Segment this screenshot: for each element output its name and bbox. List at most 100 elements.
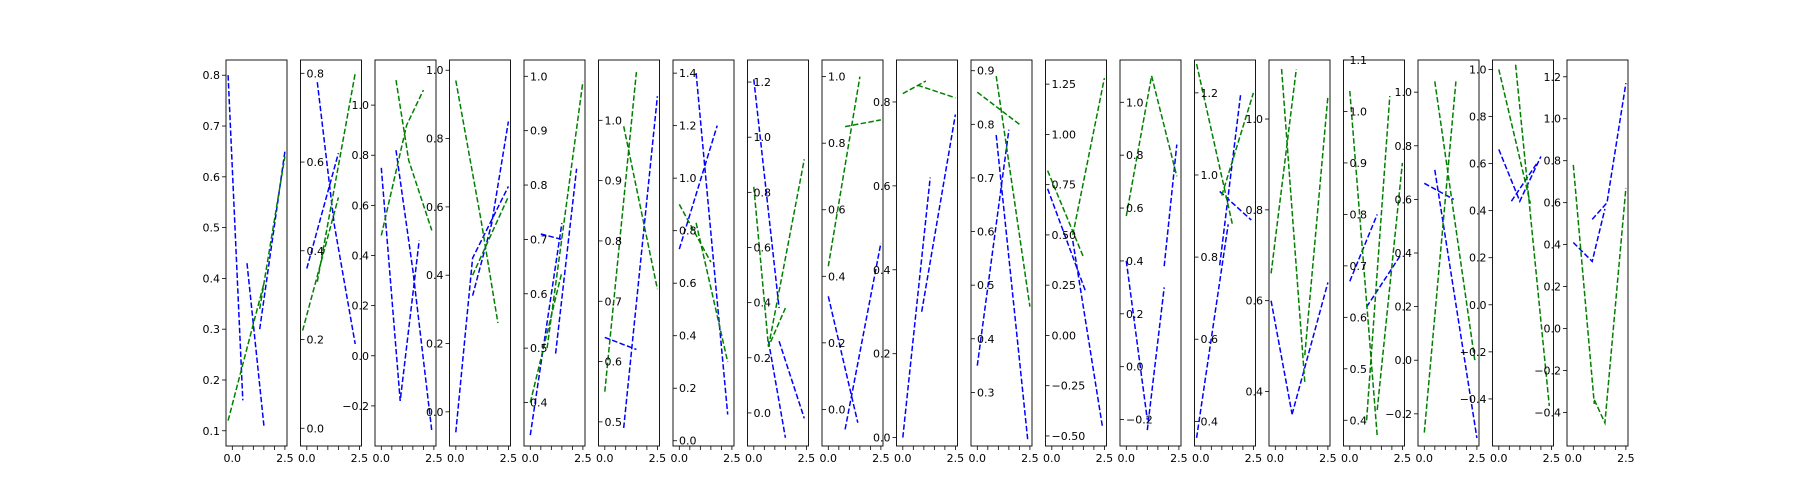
series-line-blue xyxy=(1195,224,1229,438)
series-line-green xyxy=(827,76,861,267)
y-tick-label: 0.5 xyxy=(203,222,221,235)
axes-frame xyxy=(374,59,437,447)
y-tick-label: 0.6 xyxy=(426,201,444,214)
y-tick-label: −0.4 xyxy=(1534,406,1561,419)
axes-frame xyxy=(747,59,809,447)
series-line-green xyxy=(604,72,638,392)
y-tick-label: 1.0 xyxy=(828,71,846,84)
y-tick-label: 0.4 xyxy=(1469,205,1487,218)
axes-frame xyxy=(1194,59,1256,447)
x-tick-label: 0.0 xyxy=(1192,452,1210,465)
y-tick-label: 1.0 xyxy=(1544,113,1562,126)
y-tick-label: 0.8 xyxy=(307,67,325,80)
series-line-blue xyxy=(1072,240,1104,427)
y-tick-label: −0.2 xyxy=(1534,364,1561,377)
x-tick-label: 2.5 xyxy=(1468,452,1486,465)
series-line-green xyxy=(767,159,806,347)
series-line-green xyxy=(395,79,433,231)
y-tick-label: 0.0 xyxy=(307,422,325,435)
y-tick-label: 0.4 xyxy=(307,245,325,258)
subplot-3: 0.0 2.5 −0.2 0.0 0.2 0.4 0.6 0.8 1.0 xyxy=(342,59,443,465)
y-tick-label: 0.6 xyxy=(1395,193,1413,206)
axes-frame xyxy=(523,59,586,447)
series-line-green xyxy=(1304,96,1329,356)
y-tick-label: 0.9 xyxy=(605,175,623,188)
x-tick-label: 2.5 xyxy=(1245,452,1263,465)
y-tick-label: 1.0 xyxy=(426,64,444,77)
x-tick-label: 2.5 xyxy=(276,452,294,465)
y-tick-label: 0.50 xyxy=(1052,229,1077,242)
series-line-green xyxy=(753,186,787,348)
series-line-green xyxy=(1349,90,1378,436)
y-tick-label: 0.75 xyxy=(1052,179,1077,192)
y-tick-label: 0.2 xyxy=(1126,308,1144,321)
series-line-green xyxy=(902,80,927,95)
y-tick-label: 0.6 xyxy=(1350,311,1368,324)
y-tick-label: 0.8 xyxy=(1395,140,1413,153)
subplot-6: 0.0 2.5 0.5 0.6 0.7 0.8 0.9 1.0 xyxy=(596,59,666,465)
y-tick-label: 0.7 xyxy=(1350,260,1368,273)
y-tick-label: 0.2 xyxy=(307,334,325,347)
series-line-blue xyxy=(844,242,882,430)
x-tick-label: 0.0 xyxy=(1341,452,1359,465)
axes-frame xyxy=(300,59,362,447)
series-line-blue xyxy=(316,82,356,345)
series-line-green xyxy=(1150,75,1178,177)
y-tick-label: 1.0 xyxy=(1469,63,1487,76)
y-tick-label: 1.0 xyxy=(1246,113,1264,126)
x-tick-label: 0.0 xyxy=(596,452,614,465)
y-tick-label: 1.4 xyxy=(679,67,697,80)
y-tick-label: 0.2 xyxy=(426,338,444,351)
y-tick-label: 1.2 xyxy=(754,76,772,89)
series-line-green xyxy=(1593,187,1627,426)
series-line-blue xyxy=(1125,260,1149,420)
y-tick-label: −0.25 xyxy=(1052,380,1086,393)
y-tick-label: 1.0 xyxy=(352,99,370,112)
y-tick-label: 0.2 xyxy=(1469,252,1487,265)
x-tick-label: 0.0 xyxy=(820,452,838,465)
y-tick-label: 1.00 xyxy=(1052,128,1077,141)
axes-frame xyxy=(896,59,958,447)
y-tick-label: −0.50 xyxy=(1052,430,1086,443)
series-line-blue xyxy=(246,263,265,426)
series-line-blue xyxy=(227,75,244,401)
y-tick-label: 1.0 xyxy=(1126,96,1144,109)
y-tick-label: 0.8 xyxy=(203,69,221,82)
y-tick-label: 0.5 xyxy=(605,416,623,429)
series-line-green xyxy=(301,197,340,331)
y-tick-label: 0.4 xyxy=(1126,255,1144,268)
series-line-blue xyxy=(622,96,659,428)
y-tick-label: 0.4 xyxy=(1201,415,1219,428)
y-tick-label: 0.9 xyxy=(530,125,548,138)
y-tick-label: 0.6 xyxy=(1246,295,1264,308)
series-line-blue xyxy=(995,135,1029,441)
series-line-blue xyxy=(678,125,718,250)
series-line-green xyxy=(678,204,712,263)
y-tick-label: 0.6 xyxy=(1469,158,1487,171)
axes-frame xyxy=(672,59,735,447)
x-tick-label: 0.0 xyxy=(1416,452,1434,465)
series-line-green xyxy=(1280,69,1306,383)
y-tick-label: 0.0 xyxy=(873,432,891,445)
y-tick-label: 0.4 xyxy=(828,270,846,283)
series-line-blue xyxy=(529,222,563,436)
series-line-green xyxy=(316,73,356,282)
y-tick-label: 0.6 xyxy=(754,241,772,254)
y-tick-label: 0.3 xyxy=(203,323,221,336)
y-tick-label: 0.8 xyxy=(605,235,623,248)
x-tick-label: 0.0 xyxy=(1267,452,1285,465)
axes-frame xyxy=(598,59,660,447)
series-line-green xyxy=(1270,69,1298,274)
y-tick-label: 0.0 xyxy=(1544,323,1562,336)
series-line-blue xyxy=(767,341,787,438)
y-tick-label: −0.2 xyxy=(1460,346,1487,359)
y-tick-label: 0.4 xyxy=(754,297,772,310)
x-tick-label: 2.5 xyxy=(798,452,816,465)
x-tick-label: 0.0 xyxy=(373,452,391,465)
y-tick-label: −0.4 xyxy=(1460,393,1487,406)
x-tick-label: 0.0 xyxy=(447,452,465,465)
series-line-blue xyxy=(1591,82,1627,220)
series-line-blue xyxy=(695,73,729,415)
series-line-blue xyxy=(258,151,286,330)
